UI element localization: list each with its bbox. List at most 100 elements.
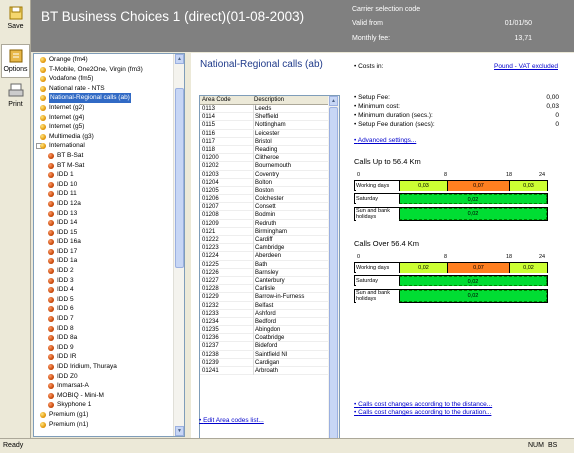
table-row[interactable]: 01208 Bodmin — [200, 211, 330, 220]
tree-item[interactable]: IDD 13 — [36, 209, 174, 219]
table-row[interactable]: 01223 Cambridge — [200, 244, 330, 253]
rate-cell[interactable]: 0,02 — [399, 263, 447, 273]
tree-item[interactable]: IDD 1 — [36, 170, 174, 180]
rate-cell[interactable]: 0,03 — [399, 181, 447, 191]
table-row[interactable]: 0116 Leicester — [200, 129, 330, 138]
tree-item[interactable]: IDD 11 — [36, 189, 174, 199]
tree-item[interactable]: IDD Z0 — [36, 372, 174, 382]
tree-item[interactable]: IDD 9 — [36, 343, 174, 353]
splitter[interactable] — [185, 53, 191, 438]
tree-item[interactable]: IDD Iridium, Thuraya — [36, 362, 174, 372]
table-row[interactable]: 01234 Bedford — [200, 317, 330, 327]
tree-item[interactable]: IDD 16a — [36, 237, 174, 247]
tree-item[interactable]: International — [36, 141, 174, 151]
tree-item[interactable]: IDD 8 — [36, 324, 174, 334]
tree-item[interactable]: IDD 4 — [36, 285, 174, 295]
tree-item[interactable]: National-Regional calls (ab) — [36, 93, 174, 103]
tree-item[interactable]: IDD 2 — [36, 266, 174, 276]
distance-link[interactable]: • Calls cost changes according to the di… — [354, 401, 493, 408]
tree-item[interactable]: IDD 12a — [36, 199, 174, 209]
options-button[interactable]: Options — [1, 44, 30, 78]
tree-item[interactable]: Internet (g2) — [36, 103, 174, 113]
table-row[interactable]: 01206 Colchester — [200, 195, 330, 204]
table-row[interactable]: 01204 Bolton — [200, 178, 330, 187]
table-row[interactable]: 01235 Abingdon — [200, 326, 330, 335]
tree-item[interactable]: Skyphone 1 — [36, 400, 174, 410]
tree-item[interactable]: T-Mobile, One2One, Virgin (fm3) — [36, 65, 174, 75]
table-row[interactable]: 0113 Leeds — [200, 105, 330, 114]
table-row[interactable]: 01207 Consett — [200, 203, 330, 212]
area-code-table[interactable]: Area Code Description 0113 Leeds 0114 Sheff… — [199, 95, 340, 453]
scroll-up-icon[interactable]: ▲ — [175, 54, 184, 64]
table-row[interactable]: 01238 Saintfield NI — [200, 350, 330, 359]
table-row[interactable]: 0121 Birmingham — [200, 227, 330, 236]
tree-item[interactable]: MOBIQ - Mini-M — [36, 391, 174, 401]
tree-item[interactable]: IDD 1a — [36, 256, 174, 266]
tree-item[interactable]: Internet (g4) — [36, 113, 174, 123]
tree-item[interactable]: BT M-Sat — [36, 161, 174, 171]
table-row[interactable]: 01239 Cardigan — [200, 358, 330, 367]
table-row[interactable]: 01241 Arbroath — [200, 367, 330, 376]
table-row[interactable]: 01232 Belfast — [200, 301, 330, 310]
table-row[interactable]: 0115 Nottingham — [200, 121, 330, 130]
col-area-code[interactable]: Area Code — [202, 97, 231, 103]
table-row[interactable]: 0118 Reading — [200, 145, 330, 155]
table-row[interactable]: 01203 Coventry — [200, 170, 330, 179]
tree-scroll-thumb[interactable] — [175, 88, 184, 268]
table-row[interactable]: 01222 Cardiff — [200, 236, 330, 245]
table-row[interactable]: 01233 Ashford — [200, 309, 330, 318]
table-scroll-thumb[interactable] — [329, 107, 338, 451]
advanced-settings-link[interactable]: • Advanced settings... — [354, 137, 417, 144]
table-row[interactable]: 01229 Barrow-in-Furness — [200, 293, 330, 302]
table-row[interactable]: 01202 Bournemouth — [200, 162, 330, 171]
tree-item[interactable]: IDD 5 — [36, 295, 174, 305]
tree-scrollbar[interactable]: ▲ ▼ — [173, 54, 184, 436]
tree-item[interactable]: Orange (fm4) — [36, 55, 174, 65]
save-button[interactable]: Save — [1, 2, 30, 36]
print-button[interactable]: Print — [1, 80, 30, 114]
tree-item[interactable]: IDD 7 — [36, 314, 174, 324]
table-scrollbar[interactable]: ▲ ▼ — [328, 96, 339, 453]
table-row[interactable]: 0117 Bristol — [200, 137, 330, 146]
rate-cell[interactable]: 0,02 — [399, 276, 547, 286]
tree-item[interactable]: IDD 14 — [36, 218, 174, 228]
rate-cell[interactable]: 0,03 — [509, 181, 547, 191]
rate-cell[interactable]: 0,02 — [509, 263, 547, 273]
duration-link[interactable]: • Calls cost changes according to the du… — [354, 409, 492, 416]
tree-item[interactable]: IDD 8a — [36, 333, 174, 343]
tree-item[interactable]: IDD IR — [36, 352, 174, 362]
rate-cell[interactable]: 0,02 — [399, 208, 547, 220]
table-row[interactable]: 01227 Canterbury — [200, 276, 330, 286]
currency-link[interactable]: Pound - VAT excluded — [494, 63, 558, 70]
tree-item[interactable]: BT B-Sat — [36, 151, 174, 161]
tree-item[interactable]: Internet (g5) — [36, 122, 174, 132]
tree-item[interactable]: IDD 17 — [36, 247, 174, 257]
table-row[interactable]: 01226 Barnsley — [200, 268, 330, 277]
tree-item[interactable]: Multimedia (g3) — [36, 132, 174, 142]
tree-item[interactable]: Premium (n1) — [36, 420, 174, 430]
col-description[interactable]: Description — [254, 97, 285, 103]
tree-item[interactable]: IDD 10 — [36, 180, 174, 190]
table-row[interactable]: 01236 Coatbridge — [200, 334, 330, 343]
tree-item[interactable]: National rate - NTS — [36, 84, 174, 94]
table-row[interactable]: 01205 Boston — [200, 186, 330, 196]
rate-cell[interactable]: 0,07 — [447, 181, 509, 191]
table-row[interactable]: 01200 Clitheroe — [200, 154, 330, 163]
table-row[interactable]: 01228 Carlisle — [200, 285, 330, 294]
tree-item[interactable]: IDD 15 — [36, 228, 174, 238]
rate-cell[interactable]: 0,02 — [399, 194, 547, 204]
table-row[interactable]: 0114 Sheffield — [200, 113, 330, 122]
table-row[interactable]: 01209 Redruth — [200, 219, 330, 228]
table-row[interactable]: 01225 Bath — [200, 260, 330, 269]
table-row[interactable]: 01224 Aberdeen — [200, 252, 330, 261]
tree-item[interactable]: Vodafone (fm5) — [36, 74, 174, 84]
tariff-tree[interactable]: Orange (fm4) T-Mobile, One2One, Virgin (f… — [33, 53, 185, 437]
tree-item[interactable]: Premium (g1) — [36, 410, 174, 420]
scroll-down-icon[interactable]: ▼ — [175, 426, 184, 436]
edit-area-codes-link[interactable]: • Edit Area codes list... — [199, 417, 264, 424]
tree-item[interactable]: IDD 3 — [36, 276, 174, 286]
table-scroll-up-icon[interactable]: ▲ — [329, 96, 338, 106]
tree-item[interactable]: IDD 6 — [36, 304, 174, 314]
tree-item[interactable]: Inmarsat-A — [36, 381, 174, 391]
rate-cell[interactable]: 0,02 — [399, 290, 547, 302]
